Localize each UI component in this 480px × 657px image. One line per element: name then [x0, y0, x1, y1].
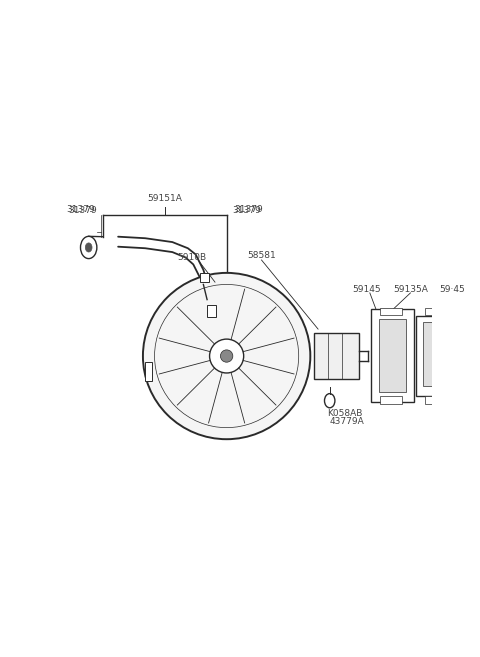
- Circle shape: [324, 394, 335, 408]
- FancyBboxPatch shape: [145, 362, 152, 380]
- Text: K058AB: K058AB: [327, 409, 363, 418]
- Text: 59151A: 59151A: [147, 194, 182, 203]
- Ellipse shape: [220, 350, 233, 362]
- Ellipse shape: [210, 339, 244, 373]
- Text: 31379: 31379: [235, 204, 264, 214]
- Text: 59135A: 59135A: [393, 285, 428, 294]
- Text: 5910B: 5910B: [177, 253, 206, 262]
- Text: 43779A: 43779A: [330, 417, 364, 426]
- FancyBboxPatch shape: [416, 315, 459, 396]
- FancyBboxPatch shape: [425, 396, 447, 404]
- Text: 31379: 31379: [68, 206, 96, 215]
- Text: 58581: 58581: [247, 252, 276, 260]
- Text: 59145: 59145: [352, 285, 381, 294]
- Circle shape: [85, 243, 92, 252]
- Text: 31379: 31379: [233, 206, 262, 215]
- FancyBboxPatch shape: [380, 307, 402, 315]
- FancyBboxPatch shape: [380, 396, 402, 404]
- FancyBboxPatch shape: [207, 306, 216, 317]
- FancyBboxPatch shape: [379, 319, 407, 392]
- FancyBboxPatch shape: [425, 307, 447, 315]
- Ellipse shape: [143, 273, 311, 439]
- FancyBboxPatch shape: [314, 333, 359, 379]
- FancyBboxPatch shape: [371, 309, 414, 402]
- Text: 59·45: 59·45: [439, 285, 465, 294]
- Circle shape: [81, 237, 97, 259]
- FancyBboxPatch shape: [200, 273, 209, 282]
- Text: 31379: 31379: [66, 204, 95, 214]
- FancyBboxPatch shape: [423, 322, 451, 386]
